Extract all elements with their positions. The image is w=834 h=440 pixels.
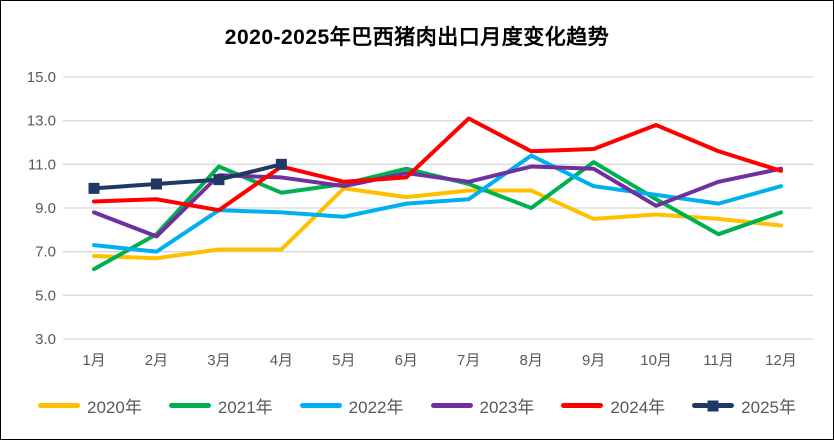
series-marker-2025年 — [150, 178, 162, 190]
chart-title: 2020-2025年巴西猪肉出口月度变化趋势 — [224, 26, 610, 49]
legend-swatch — [38, 403, 81, 408]
legend-item-2025年: 2025年 — [692, 393, 796, 418]
x-axis-tick-label: 1月 — [82, 352, 105, 369]
legend-swatch — [168, 403, 211, 408]
series-line-2020年 — [92, 186, 783, 261]
x-axis-tick-label: 10月 — [640, 352, 672, 369]
series-line-2022年 — [92, 153, 783, 254]
legend-swatch — [692, 400, 735, 411]
x-axis-tick-label: 6月 — [395, 352, 418, 369]
y-axis-tick-label: 15.0 — [27, 69, 56, 86]
y-axis-tick-label: 7.0 — [35, 244, 56, 261]
x-axis-tick-label: 9月 — [582, 352, 605, 369]
legend-label: 2023年 — [479, 398, 535, 417]
legend-swatch — [561, 403, 604, 408]
legend-swatch — [299, 403, 342, 408]
y-axis-tick-label: 5.0 — [35, 287, 56, 304]
y-axis-tick-label: 3.0 — [35, 331, 56, 348]
legend-swatch — [430, 403, 473, 408]
y-axis-tick-label: 9.0 — [35, 200, 56, 217]
series-marker-2025年 — [275, 158, 287, 170]
legend-label: 2024年 — [610, 398, 666, 417]
legend-item-2021年: 2021年 — [168, 393, 273, 418]
x-axis-tick-label: 3月 — [207, 352, 230, 369]
legend-label: 2025年 — [741, 398, 796, 417]
legend-item-2023年: 2023年 — [430, 393, 535, 418]
legend-label: 2020年 — [87, 398, 142, 417]
series-line-2025年 — [92, 162, 284, 191]
x-axis-tick-label: 5月 — [332, 352, 355, 369]
legend-item-2024年: 2024年 — [561, 393, 665, 418]
series-marker-2025年 — [88, 182, 100, 194]
legend-label: 2021年 — [217, 398, 273, 417]
x-axis-tick-label: 7月 — [457, 352, 480, 369]
x-axis-tick-label: 12月 — [765, 352, 797, 369]
series-marker-2025年 — [213, 174, 225, 186]
x-axis-tick-label: 11月 — [703, 352, 734, 369]
y-axis-tick-label: 13.0 — [27, 113, 56, 130]
chart-legend: 2020年 2021年 2022年 2023年 2024年 2025年 — [1, 393, 833, 418]
x-axis-tick-label: 2月 — [145, 352, 168, 369]
series-line-2023年 — [92, 164, 783, 239]
x-axis-tick-label: 4月 — [270, 352, 293, 369]
legend-item-2022年: 2022年 — [299, 393, 404, 418]
legend-item-2020年: 2020年 — [38, 393, 142, 418]
x-axis-tick-label: 8月 — [520, 352, 543, 369]
y-axis-tick-label: 11.0 — [28, 156, 56, 173]
legend-label: 2022年 — [348, 398, 404, 417]
series-line-2024年 — [92, 116, 783, 213]
legend-square-marker — [707, 400, 719, 411]
